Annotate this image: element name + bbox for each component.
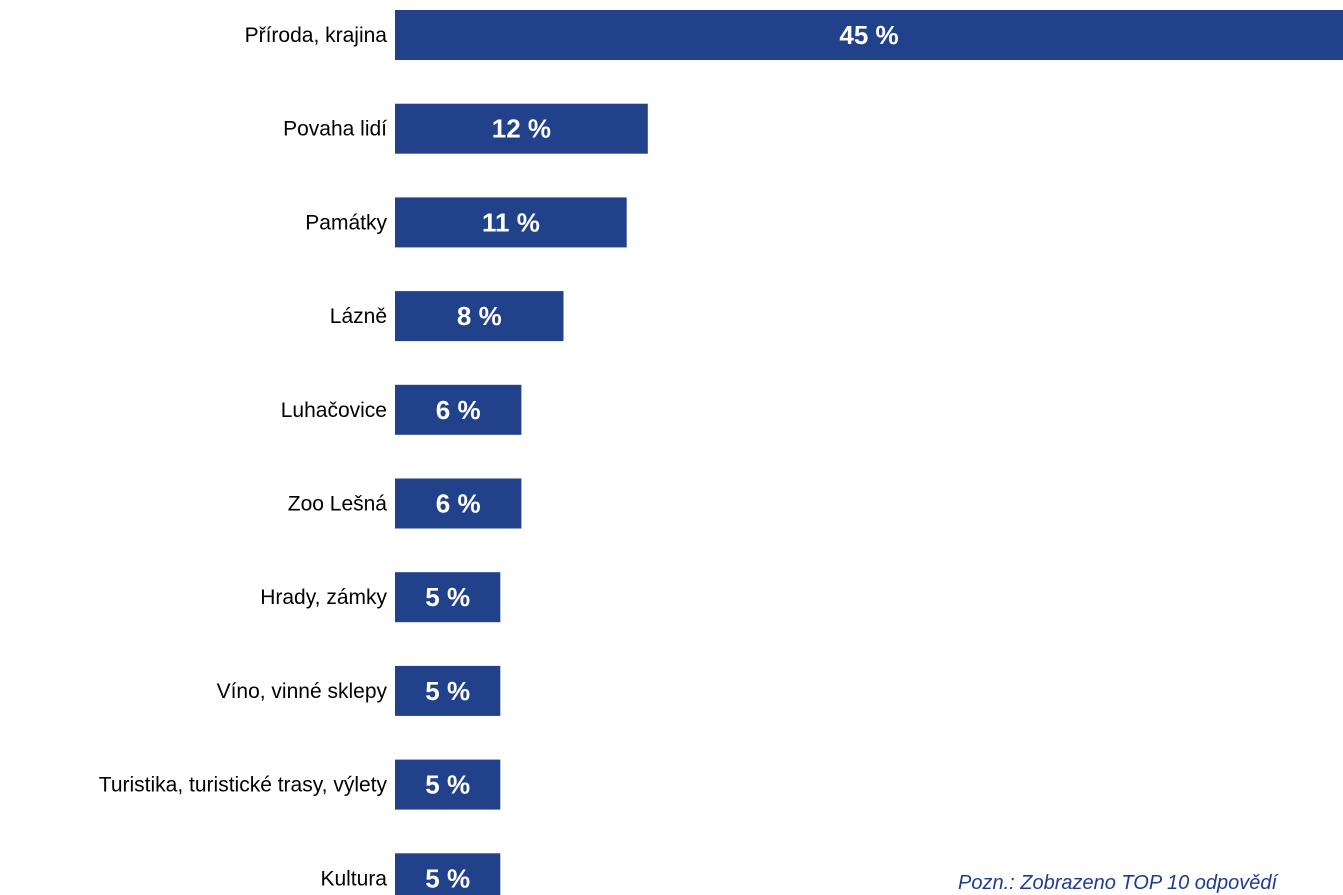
category-labels-group: Příroda, krajina Povaha lidí Památky Lázně L… [99,24,388,890]
category-label: Lázně [330,305,387,328]
value-label: 6 % [436,395,481,425]
bar [395,572,501,623]
bar [395,384,522,435]
bar [395,103,648,154]
bar [395,759,501,810]
bar [395,10,1343,60]
category-label: Hrady, zámky [260,586,387,609]
category-label: Luhačovice [281,399,387,422]
category-label: Povaha lidí [283,118,387,141]
bars-group [395,10,1343,895]
value-label: 5 % [425,676,470,706]
value-label: 45 % [839,20,898,50]
bar [395,291,564,342]
bar [395,665,501,716]
value-label: 12 % [492,114,551,144]
category-label: Turistika, turistické trasy, výlety [99,774,388,797]
value-labels-group: 45 % 12 % 11 % 8 % 6 % 6 % 5 % 5 % 5 % 5 % [425,20,898,893]
bar [395,478,522,529]
category-label: Víno, vinné sklepy [217,680,388,703]
bar [395,853,501,895]
category-label: Zoo Lešná [288,493,388,516]
category-label: Památky [305,211,387,234]
bar [395,197,627,248]
value-label: 11 % [482,207,540,237]
value-label: 8 % [457,301,502,331]
category-label: Kultura [320,867,387,890]
value-label: 6 % [436,489,481,519]
value-label: 5 % [425,582,470,612]
value-label: 5 % [425,770,470,800]
chart-note: Pozn.: Zobrazeno TOP 10 odpovědí [958,872,1278,894]
category-label: Příroda, krajina [245,24,388,47]
value-label: 5 % [425,863,470,893]
